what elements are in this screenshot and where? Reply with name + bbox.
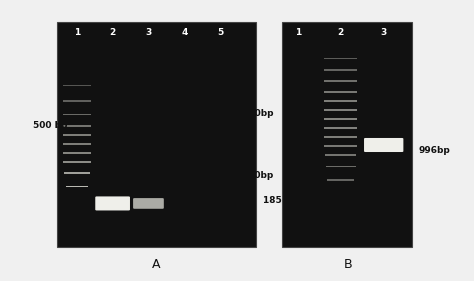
Bar [327,179,355,181]
Bar [324,58,357,59]
Text: 996bp: 996bp [418,146,450,155]
Bar [324,69,357,71]
Bar [325,154,356,156]
Text: 2: 2 [109,28,116,37]
Bar [324,136,357,138]
Text: B: B [344,258,353,271]
Bar [326,166,356,167]
Text: 3: 3 [381,28,387,37]
FancyBboxPatch shape [95,196,130,210]
Text: 500 bp: 500 bp [33,121,68,130]
Bar [66,186,88,187]
Bar [324,100,357,102]
FancyBboxPatch shape [133,198,164,209]
Text: 1: 1 [73,28,80,37]
Bar [324,145,357,147]
Bar [324,91,357,93]
Bar [63,100,91,102]
Bar [282,22,412,247]
Bar [324,80,357,82]
Bar [63,161,91,163]
Text: 2: 2 [337,28,344,37]
Bar [63,152,91,154]
Text: 4: 4 [181,28,188,37]
Bar [63,125,91,127]
Bar [63,85,91,86]
FancyBboxPatch shape [364,138,403,152]
Text: 3: 3 [146,28,152,37]
Bar [63,134,91,136]
Text: 500bp: 500bp [243,171,274,180]
Text: 1500bp: 1500bp [237,109,274,118]
Bar [324,109,357,111]
Bar [324,118,357,120]
Text: 185 bp: 185 bp [263,196,298,205]
Text: 5: 5 [217,28,223,37]
Bar [57,22,256,247]
Bar [63,114,91,115]
Text: A: A [152,258,161,271]
Bar [64,172,90,174]
Bar [63,143,91,145]
Bar [324,127,357,129]
Text: 1: 1 [294,28,301,37]
